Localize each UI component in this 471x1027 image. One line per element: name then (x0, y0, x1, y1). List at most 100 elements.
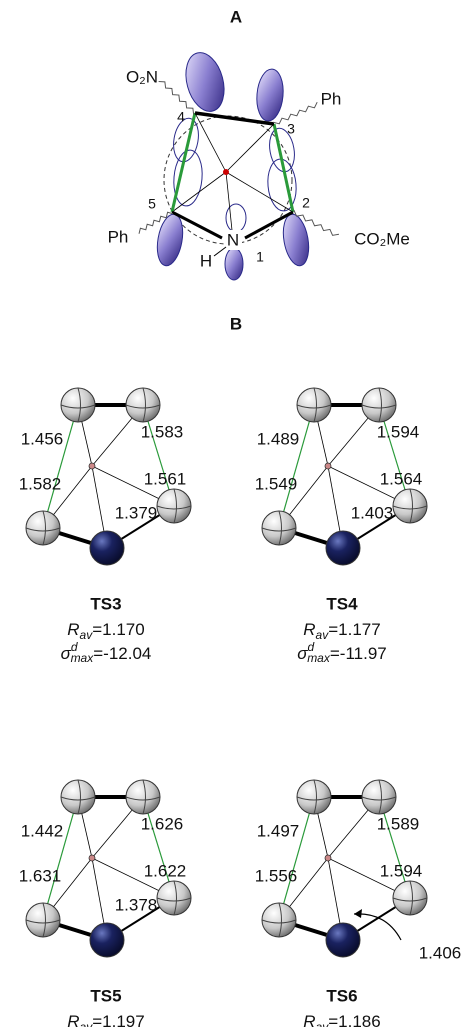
bond-length: 1.594 (380, 861, 423, 880)
rotation-arrow (354, 914, 401, 940)
structure-name: TS4 (326, 594, 358, 613)
bond-length: 1.549 (255, 474, 298, 493)
nitrogen-atom (90, 531, 124, 565)
r-subscript: av (80, 628, 94, 642)
orbital-lobe (225, 248, 243, 280)
page: A O₂N Ph Ph CO₂Me NH 1 2 3 4 5 B 1.456 1.583 1.582 1.56… (0, 0, 471, 1027)
nitrogen-atom (326, 531, 360, 565)
substituent-label: O₂N (126, 67, 158, 86)
carbon-atom (61, 780, 95, 814)
bond-length: 1.622 (144, 861, 187, 880)
equals: = (92, 620, 102, 639)
forming-bond (279, 797, 314, 920)
r-average: Rav=1.186 (303, 1012, 380, 1027)
equals: = (330, 644, 340, 663)
r-value: 1.170 (102, 620, 145, 639)
carbon-atom (61, 388, 95, 422)
r-value: 1.177 (338, 620, 381, 639)
bond-length: 1.564 (380, 469, 423, 488)
bond-length: 1.406 (419, 943, 462, 962)
carbon-atom (362, 388, 396, 422)
r-value: 1.197 (102, 1012, 145, 1027)
bond-length: 1.403 (351, 503, 394, 522)
r-average: Rav=1.197 (67, 1012, 144, 1027)
carbon-atom (26, 903, 60, 937)
equals: = (92, 1012, 102, 1027)
atom-number: 4 (177, 109, 185, 125)
atom-label: H (200, 251, 212, 270)
bond (226, 124, 274, 172)
bond-length: 1.582 (19, 474, 62, 493)
carbon-atom (297, 388, 331, 422)
panel-label: A (230, 7, 242, 26)
bond-length: 1.378 (115, 895, 158, 914)
r-average: Rav=1.177 (303, 620, 380, 642)
sigma-subscript: max (71, 651, 95, 665)
r-subscript: av (316, 1020, 330, 1027)
bond-length: 1.626 (141, 814, 184, 833)
r-symbol: R (67, 620, 79, 639)
atom-number: 3 (287, 121, 295, 137)
atom-label: N (227, 230, 239, 249)
forming-bond (279, 405, 314, 528)
center-dot (223, 169, 229, 175)
structure-name: TS5 (90, 986, 121, 1005)
orbital-lobe (180, 48, 230, 115)
bond-length: 1.594 (377, 422, 420, 441)
arrow-head (354, 909, 362, 918)
equals: = (328, 1012, 338, 1027)
atom-number: 1 (256, 249, 264, 265)
atom-number: 5 (148, 196, 156, 212)
carbon-atom (157, 881, 191, 915)
atom-number: 2 (302, 195, 310, 211)
sigma-value: -12.04 (103, 644, 151, 663)
bond-length: 1.497 (257, 821, 300, 840)
center-dot (89, 855, 95, 861)
sigma-subscript: max (307, 651, 331, 665)
orbital-outline (226, 204, 246, 232)
bond-length: 1.583 (141, 422, 184, 441)
orbital-lobe (154, 212, 187, 267)
carbon-atom (393, 881, 427, 915)
center-dot (325, 855, 331, 861)
substituent-label: CO₂Me (354, 229, 410, 248)
carbon-atom (362, 780, 396, 814)
r-symbol: R (67, 1012, 79, 1027)
substituent-label: Ph (108, 227, 129, 246)
carbon-atom (26, 511, 60, 545)
carbon-atom (297, 780, 331, 814)
sigma-value: -11.97 (340, 644, 387, 663)
carbon-atom (262, 511, 296, 545)
forming-bond (43, 405, 78, 528)
nitrogen-atom (326, 923, 360, 957)
bond-length: 1.556 (255, 866, 298, 885)
carbon-atom (126, 780, 160, 814)
center-dot (325, 463, 331, 469)
carbon-atom (126, 388, 160, 422)
bond-length: 1.456 (21, 429, 64, 448)
r-symbol: R (303, 1012, 315, 1027)
carbon-atom (393, 489, 427, 523)
bond-length: 1.561 (144, 469, 187, 488)
bond (214, 247, 226, 256)
carbon-atom (157, 489, 191, 523)
bond-length: 1.631 (19, 866, 62, 885)
panel-label: B (230, 314, 242, 333)
r-average: Rav=1.170 (67, 620, 144, 642)
bond-length: 1.489 (257, 429, 300, 448)
bond (195, 113, 226, 172)
r-subscript: av (80, 1020, 94, 1027)
bond (226, 172, 293, 212)
sigma-max: σdmax=-12.04 (61, 640, 152, 665)
structure-name: TS6 (326, 986, 357, 1005)
r-symbol: R (303, 620, 315, 639)
r-value: 1.186 (338, 1012, 381, 1027)
figure: A O₂N Ph Ph CO₂Me NH 1 2 3 4 5 B 1.456 1.583 1.582 1.56… (0, 0, 471, 1027)
equals: = (93, 644, 103, 663)
equals: = (328, 620, 338, 639)
structure-name: TS3 (90, 594, 121, 613)
bond-length: 1.379 (115, 503, 158, 522)
bond-length: 1.589 (377, 814, 420, 833)
substituent-label: Ph (321, 89, 342, 108)
